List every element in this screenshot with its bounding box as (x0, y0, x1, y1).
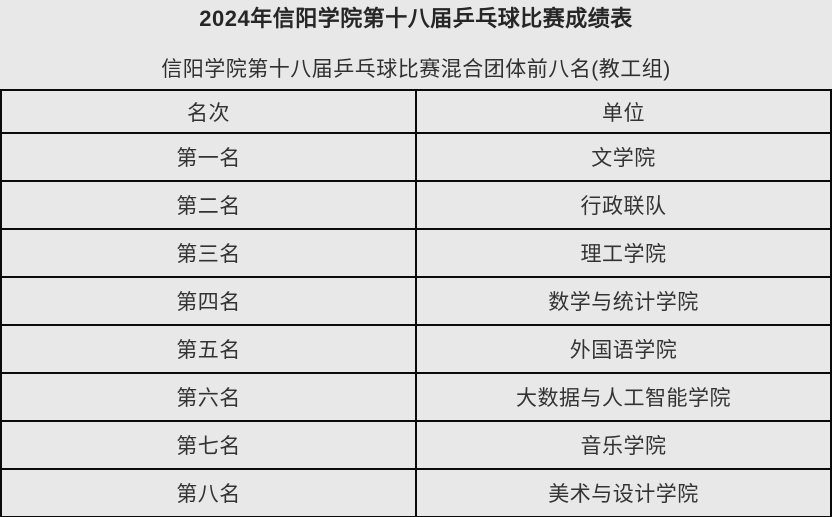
unit-cell: 美术与设计学院 (415, 468, 832, 517)
unit-cell: 音乐学院 (415, 420, 832, 470)
table-row: 第五名 外国语学院 (0, 324, 832, 374)
rank-cell: 第八名 (0, 468, 417, 517)
unit-cell: 文学院 (415, 132, 832, 182)
table-row: 第六名 大数据与人工智能学院 (0, 372, 832, 422)
table-row: 第一名 文学院 (0, 132, 832, 182)
table-row: 第四名 数学与统计学院 (0, 276, 832, 326)
table-header: 名次 单位 (0, 89, 832, 134)
unit-cell: 数学与统计学院 (415, 276, 832, 326)
rank-header: 名次 (0, 89, 417, 134)
rank-cell: 第一名 (0, 132, 417, 182)
unit-cell: 外国语学院 (415, 324, 832, 374)
header-row: 名次 单位 (0, 89, 832, 134)
rank-cell: 第七名 (0, 420, 417, 470)
unit-header: 单位 (415, 89, 832, 134)
rank-cell: 第六名 (0, 372, 417, 422)
table-row: 第七名 音乐学院 (0, 420, 832, 470)
rank-cell: 第五名 (0, 324, 417, 374)
results-table: 名次 单位 第一名 文学院 第二名 行政联队 第三名 理工学院 第四名 数学与统… (0, 89, 832, 517)
rank-cell: 第二名 (0, 180, 417, 230)
table-row: 第八名 美术与设计学院 (0, 468, 832, 517)
page-title: 2024年信阳学院第十八届乒乓球比赛成绩表 (199, 6, 633, 31)
rank-cell: 第三名 (0, 228, 417, 278)
unit-cell: 行政联队 (415, 180, 832, 230)
table-row: 第二名 行政联队 (0, 180, 832, 230)
table-row: 第三名 理工学院 (0, 228, 832, 278)
unit-cell: 大数据与人工智能学院 (415, 372, 832, 422)
rank-cell: 第四名 (0, 276, 417, 326)
table-caption: 信阳学院第十八届乒乓球比赛混合团体前八名(教工组) (161, 58, 671, 81)
table-body: 第一名 文学院 第二名 行政联队 第三名 理工学院 第四名 数学与统计学院 第五… (0, 132, 832, 517)
unit-cell: 理工学院 (415, 228, 832, 278)
